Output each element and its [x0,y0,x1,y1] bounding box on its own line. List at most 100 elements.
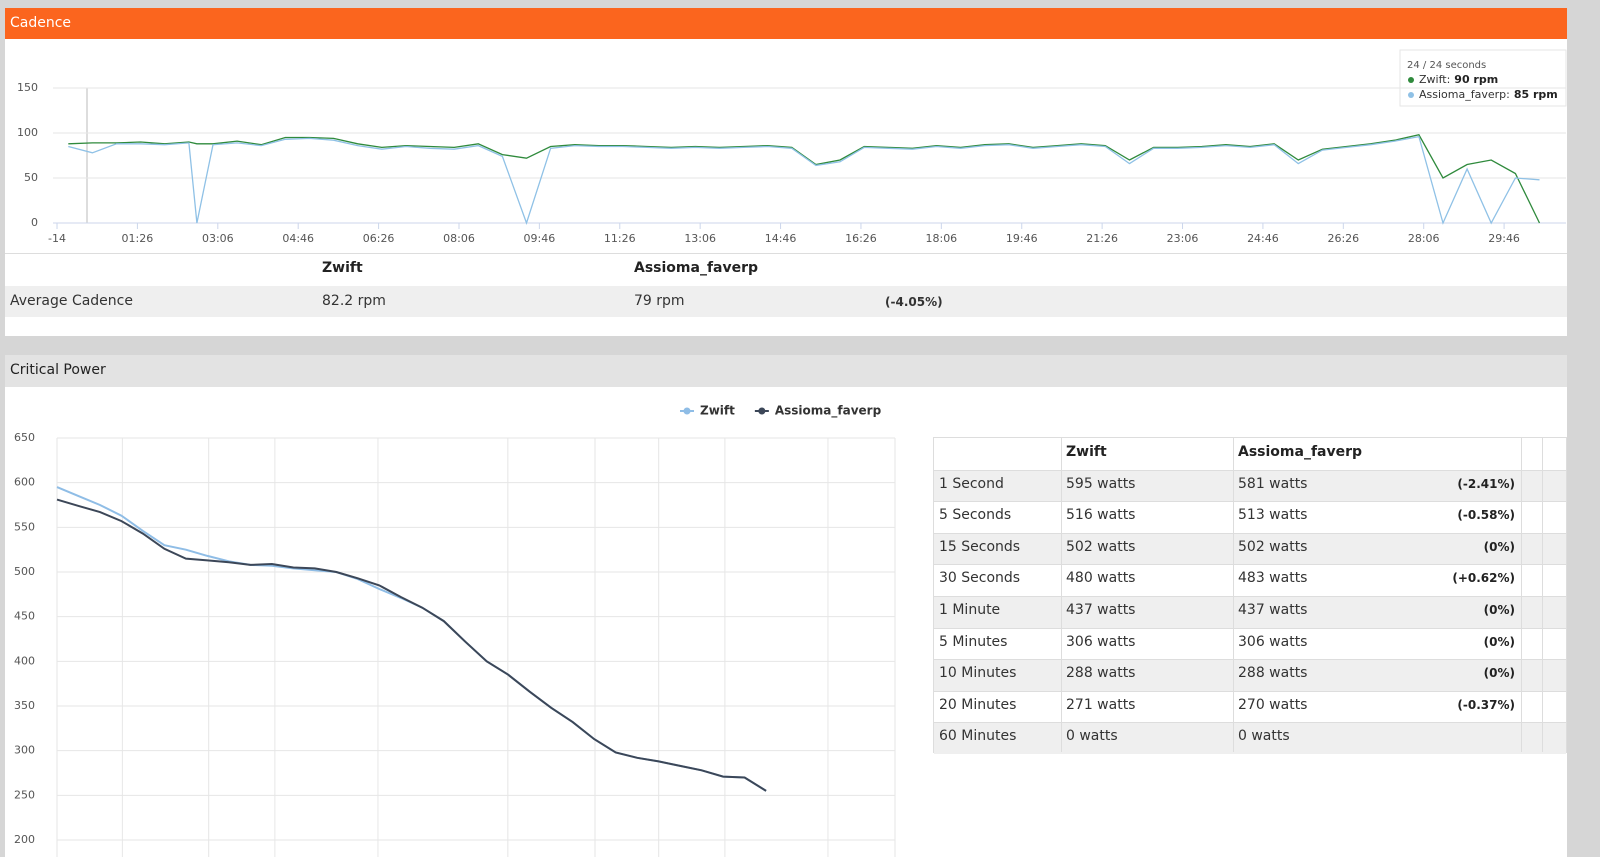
delta-cell: (0%) [1483,603,1515,617]
delta-cell: (-0.58%) [1457,508,1515,523]
panel-header[interactable]: Cadence [5,8,1567,39]
watts-link[interactable]: 516 watts [1066,507,1136,524]
x-tick-label: 04:46 [282,232,314,245]
series-line [68,134,1541,224]
y-tick-label: 600 [14,476,35,489]
x-tick-label: 21:26 [1086,232,1118,245]
delta-cell: (0%) [1483,634,1515,649]
legend-label[interactable]: Zwift [700,404,735,418]
watts-link[interactable]: 513 watts [1238,507,1308,524]
row-bg [934,501,1566,533]
tooltip-name: Assioma_faverp: [1419,88,1510,101]
column-divider [1542,438,1543,752]
row-bg [934,722,1566,754]
stats-row-bg [5,286,1567,317]
watts-link[interactable]: 271 watts [1066,696,1136,713]
x-tick-label: 09:46 [524,232,556,245]
table-cell: 20 Minutes [939,696,1017,713]
y-tick-label: 250 [14,788,35,801]
tooltip-dot [1408,92,1414,98]
delta-cell: (-2.41%) [1457,476,1515,491]
column-header: Zwift [1066,444,1107,460]
y-tick-label: 100 [17,126,38,139]
x-tick-label: 23:06 [1167,232,1199,245]
y-tick-label: 450 [14,610,35,623]
series-line [56,486,767,792]
watts-link[interactable]: 502 watts [1238,538,1308,555]
row-bg [934,469,1566,502]
watts-link[interactable]: 270 watts [1238,696,1308,713]
y-tick-label: 150 [17,81,38,94]
watts-link[interactable]: 306 watts [1066,633,1136,650]
row-bg [934,564,1566,596]
watts-link[interactable]: 437 watts [1066,602,1136,618]
table-cell: 1 Minute [939,602,1001,618]
tooltip-value: 90 rpm [1454,73,1498,86]
y-tick-label: 50 [24,171,38,184]
stats-cell: Average Cadence [10,293,133,309]
stats-cell: 82.2 rpm [322,293,386,309]
delta-cell: (+0.62%) [1452,571,1515,586]
watts-link[interactable]: 288 watts [1238,665,1308,682]
x-tick-label: 18:06 [925,232,957,245]
column-header: Zwift [322,260,363,276]
x-tick-label: 16:26 [845,232,877,245]
x-tick-label: 01:26 [122,232,154,245]
series-line [56,498,767,792]
watts-link[interactable]: 306 watts [1238,633,1308,650]
row-bg [934,596,1566,628]
watts-link[interactable]: 502 watts [1066,538,1136,555]
table-cell: 30 Seconds [939,570,1021,587]
power-table [933,437,1567,754]
tooltip [1399,49,1567,107]
watts-link[interactable]: 437 watts [1238,602,1308,618]
tooltip-header: 24 / 24 seconds [1407,60,1486,71]
x-tick-label: -14 [48,232,66,245]
column-divider [1233,438,1234,752]
table-cell: 0 watts [1066,728,1118,745]
x-tick-label: 03:06 [202,232,234,245]
y-tick-label: 500 [14,565,35,578]
column-header: Assioma_faverp [1238,444,1363,460]
y-tick-label: 650 [14,431,35,444]
y-tick-label: 550 [14,520,35,533]
panel-header[interactable]: Critical Power [5,355,1567,387]
x-tick-label: 06:26 [363,232,395,245]
watts-link[interactable]: 581 watts [1238,475,1308,492]
row-bg [934,532,1566,565]
watts-link[interactable]: 288 watts [1066,665,1136,682]
x-tick-label: 29:46 [1488,232,1520,245]
delta-cell: (-0.37%) [1457,697,1515,712]
x-tick-label: 08:06 [443,232,475,245]
stats-cell: 79 rpm [634,293,685,309]
divider [5,253,1567,254]
watts-link[interactable]: 595 watts [1066,475,1136,492]
x-tick-label: 11:26 [604,232,636,245]
series-line [68,135,1540,226]
legend-marker [758,407,766,415]
watts-link[interactable]: 483 watts [1238,570,1308,587]
y-tick-label: 350 [14,699,35,712]
x-tick-label: 13:06 [684,232,716,245]
row-bg [934,690,1566,723]
table-cell: 1 Second [939,475,1004,492]
column-divider [1061,438,1062,752]
table-cell: 10 Minutes [939,665,1017,682]
y-tick-label: 200 [14,833,35,846]
column-header: Assioma_faverp [634,260,759,276]
x-tick-label: 19:46 [1006,232,1038,245]
legend-label[interactable]: Assioma_faverp [775,404,882,419]
y-tick-label: 0 [31,216,38,229]
row-bg [934,627,1566,660]
table-cell: 15 Seconds [939,538,1021,555]
table-cell: 5 Minutes [939,633,1008,650]
y-tick-label: 400 [14,654,35,667]
cadence-panel [5,8,1567,336]
tooltip-dot [1408,77,1414,83]
delta-cell: (0%) [1483,666,1515,681]
x-tick-label: 14:46 [765,232,797,245]
watts-link[interactable]: 480 watts [1066,570,1136,587]
tooltip-name: Zwift: [1419,73,1450,86]
